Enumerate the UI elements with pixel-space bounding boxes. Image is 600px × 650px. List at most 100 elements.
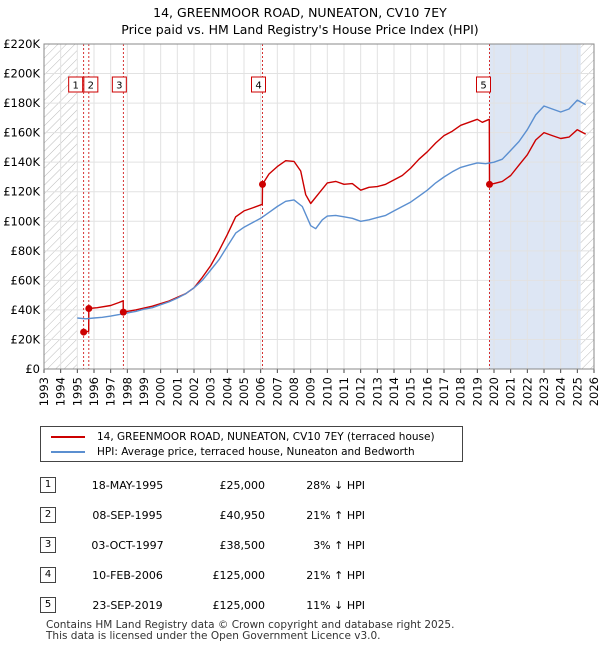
x-tick-label: 2009 <box>304 377 318 406</box>
table-row: 4 10-FEB-2006 £125,000 21% ↑ HPI <box>40 560 365 590</box>
x-tick-label: 2006 <box>254 377 268 406</box>
y-tick-label: £220K <box>3 37 40 51</box>
table-row: 1 18-MAY-1995 £25,000 28% ↓ HPI <box>40 470 365 500</box>
sale-point <box>119 308 127 316</box>
shaded-region-latest-sale <box>489 44 581 369</box>
x-tick-label: 2003 <box>204 377 218 406</box>
sale-marker-box <box>251 76 266 93</box>
sale-price: £125,000 <box>212 598 266 612</box>
x-tick-label: 1995 <box>70 377 84 406</box>
x-tick-label: 2004 <box>220 377 234 406</box>
sale-marker-box <box>476 76 491 93</box>
sales-table: 1 18-MAY-1995 £25,000 28% ↓ HPI 2 08-SEP… <box>40 470 365 620</box>
chart-subtitle: Price paid vs. HM Land Registry's House … <box>121 22 479 37</box>
x-tick-label: 2005 <box>237 377 251 406</box>
hatched-region-after-data <box>580 44 594 369</box>
x-tick-label: 1993 <box>37 377 51 406</box>
y-tick-label: £40K <box>11 303 41 317</box>
sale-price: £38,500 <box>219 538 266 552</box>
sale-number: 1 <box>40 477 56 493</box>
sale-number: 2 <box>40 507 56 523</box>
x-tick-label: 2013 <box>370 377 384 406</box>
footer-line-2: This data is licensed under the Open Gov… <box>46 630 381 642</box>
sale-point <box>486 180 493 188</box>
x-tick-label: 1994 <box>54 377 68 406</box>
x-tick-label: 2010 <box>320 377 334 406</box>
x-tick-label: 2008 <box>287 377 301 406</box>
table-row: 2 08-SEP-1995 £40,950 21% ↑ HPI <box>40 500 365 530</box>
legend-item-property: 14, GREENMOOR ROAD, NUNEATON, CV10 7EY (… <box>51 430 435 444</box>
y-tick-label: £140K <box>3 155 40 169</box>
sale-hpi-diff: 28% ↓ HPI <box>306 478 365 492</box>
y-tick-label: £100K <box>3 214 40 228</box>
sale-date: 08-SEP-1995 <box>92 508 163 522</box>
x-tick-label: 2018 <box>454 377 468 406</box>
x-tick-label: 2025 <box>570 377 584 406</box>
x-tick-label: 2007 <box>270 377 284 406</box>
sale-marker-box <box>83 76 99 93</box>
x-tick-label: 2026 <box>587 377 600 406</box>
y-tick-label: £80K <box>11 244 41 258</box>
y-tick-label: £180K <box>3 96 40 110</box>
x-tick-label: 2017 <box>437 377 451 406</box>
sale-marker-box <box>68 76 84 93</box>
y-tick-label: £60K <box>11 273 41 287</box>
sale-number: 5 <box>40 597 56 613</box>
x-tick-label: 2002 <box>187 377 201 406</box>
sale-marker-label: 1 <box>72 81 78 92</box>
plot-border <box>43 43 595 370</box>
sale-date: 03-OCT-1997 <box>91 538 164 552</box>
table-row: 3 03-OCT-1997 £38,500 3% ↑ HPI <box>40 530 365 560</box>
x-tick-label: 2012 <box>354 377 368 406</box>
x-tick-label: 2000 <box>154 377 168 406</box>
sale-point <box>259 180 266 188</box>
sale-price: £40,950 <box>219 508 266 522</box>
x-tick-label: 1997 <box>104 377 118 406</box>
legend-swatch-hpi <box>51 451 85 453</box>
sale-point <box>85 305 93 313</box>
sale-price: £125,000 <box>212 568 266 582</box>
x-tick-label: 2015 <box>404 377 418 406</box>
x-tick-label: 2024 <box>554 377 568 406</box>
sale-marker-label: 5 <box>480 81 486 92</box>
sale-number: 4 <box>40 567 56 583</box>
sale-point <box>80 328 88 336</box>
y-tick-label: £0 <box>25 362 40 376</box>
y-tick-label: £20K <box>11 332 41 346</box>
x-tick-label: 2019 <box>470 377 484 406</box>
table-row: 5 23-SEP-2019 £125,000 11% ↓ HPI <box>40 590 365 620</box>
x-tick-label: 1996 <box>87 377 101 406</box>
sale-date: 18-MAY-1995 <box>91 478 164 492</box>
sale-date: 23-SEP-2019 <box>92 598 163 612</box>
x-tick-label: 1998 <box>120 377 134 406</box>
x-tick-label: 2020 <box>487 377 501 406</box>
footer-line-1: Contains HM Land Registry data © Crown c… <box>46 619 455 631</box>
sale-hpi-diff: 21% ↑ HPI <box>306 568 365 582</box>
sale-price: £25,000 <box>219 478 266 492</box>
x-tick-label: 2014 <box>387 377 401 406</box>
x-tick-label: 2022 <box>520 377 534 406</box>
legend-label-property: 14, GREENMOOR ROAD, NUNEATON, CV10 7EY (… <box>97 431 435 443</box>
footer-credit: Contains HM Land Registry data © Crown c… <box>46 620 454 642</box>
sale-date: 10-FEB-2006 <box>92 568 163 582</box>
legend-swatch-property <box>51 436 85 438</box>
sale-marker-box <box>111 76 127 93</box>
y-tick-label: £200K <box>3 67 40 81</box>
sale-marker-label: 4 <box>255 81 261 92</box>
x-tick-label: 2001 <box>170 377 184 406</box>
sale-number: 3 <box>40 537 56 553</box>
legend-label-hpi: HPI: Average price, terraced house, Nune… <box>97 446 415 458</box>
y-tick-label: £160K <box>3 126 40 140</box>
sale-hpi-diff: 3% ↑ HPI <box>313 538 365 552</box>
x-tick-label: 2023 <box>537 377 551 406</box>
hpi-line <box>77 99 587 320</box>
chart-legend: 14, GREENMOOR ROAD, NUNEATON, CV10 7EY (… <box>40 426 463 462</box>
sale-marker-label: 3 <box>116 81 122 92</box>
x-tick-label: 1999 <box>137 377 151 406</box>
x-tick-label: 2021 <box>504 377 518 406</box>
sale-hpi-diff: 11% ↓ HPI <box>306 598 365 612</box>
x-tick-label: 2016 <box>420 377 434 406</box>
y-tick-label: £120K <box>3 185 40 199</box>
x-tick-label: 2011 <box>337 377 351 406</box>
